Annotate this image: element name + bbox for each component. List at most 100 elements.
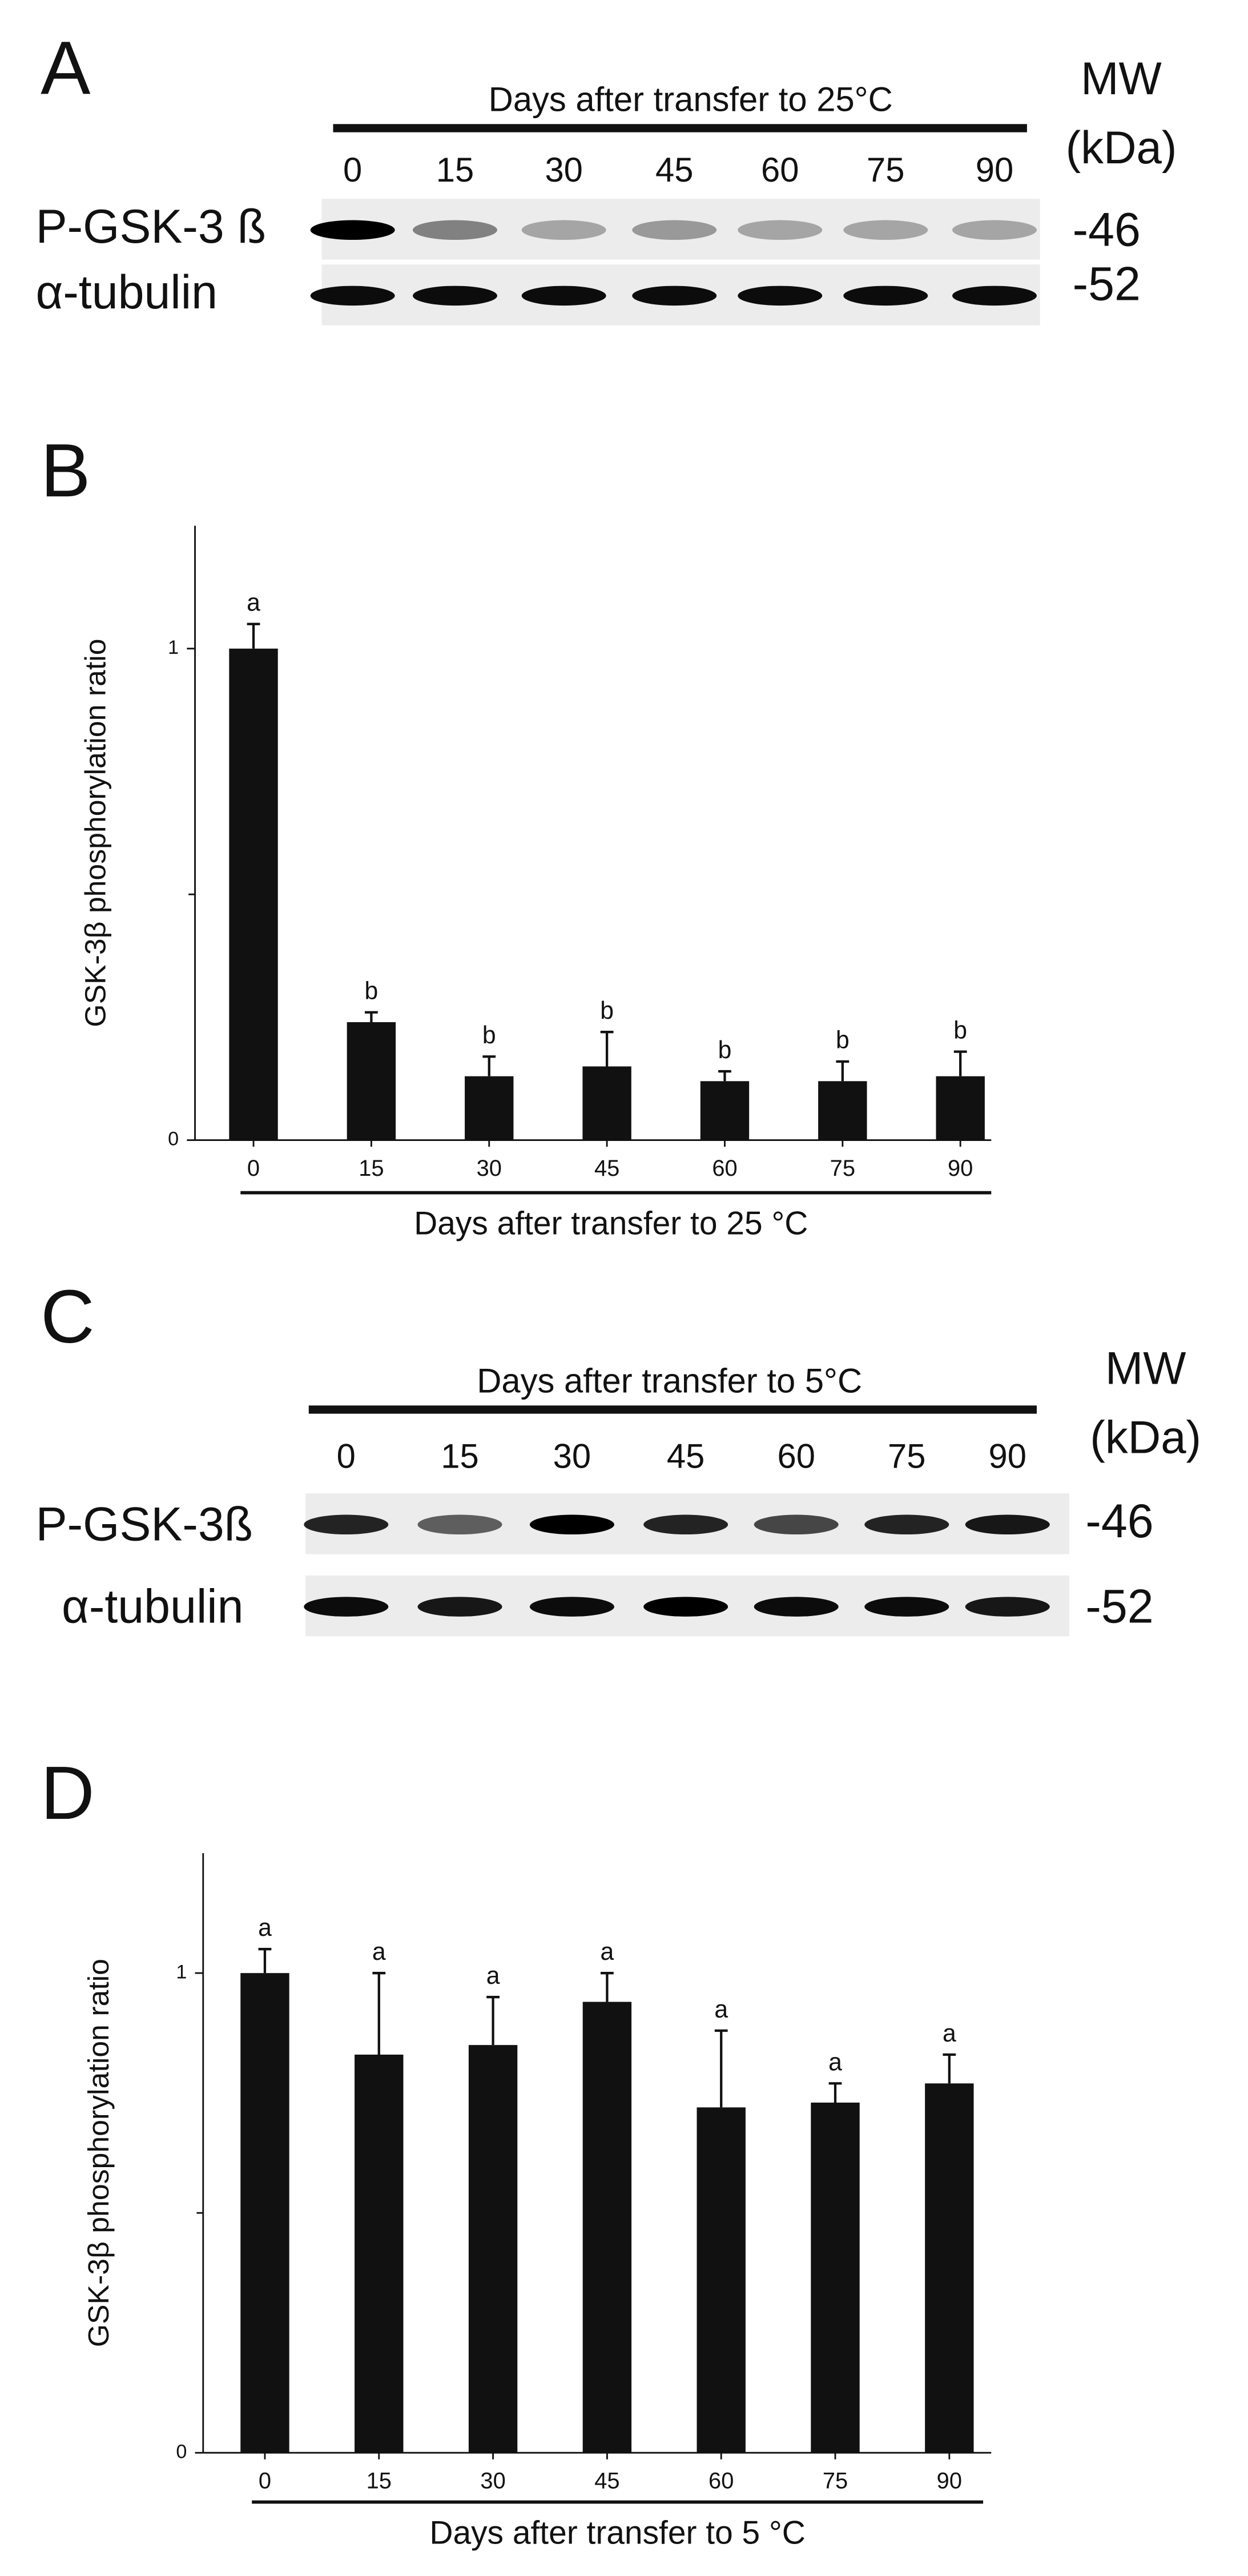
lane-label: 60 (761, 151, 799, 189)
mw-label: -46 (1073, 203, 1141, 256)
significance-label: a (943, 2020, 956, 2047)
y-tick-label: 1 (176, 1961, 187, 1983)
x-tick-label: 75 (830, 1156, 855, 1181)
significance-label: b (365, 977, 379, 1004)
blot-band (412, 286, 497, 306)
blot-band (864, 1514, 949, 1535)
blot-band (643, 1514, 728, 1535)
row-label: α-tubulin (36, 265, 218, 318)
significance-label: a (247, 589, 260, 616)
blot-band (965, 1514, 1050, 1535)
lane-label: 0 (337, 1437, 356, 1475)
blot-band (304, 1597, 389, 1617)
blot-band (632, 220, 717, 240)
significance-label: a (714, 1996, 728, 2023)
blot-band (521, 286, 606, 306)
panel-label: D (41, 1751, 95, 1835)
lane-label: 60 (777, 1437, 815, 1475)
x-tick-label: 60 (708, 2468, 734, 2493)
significance-label: a (258, 1914, 272, 1942)
blot-band (310, 220, 395, 240)
blot-band (417, 1597, 502, 1617)
x-tick-label: 15 (359, 1156, 384, 1181)
bar (355, 2054, 404, 2453)
blot-band (643, 1597, 728, 1617)
y-axis-label: GSK-3β phosphorylation ratio (82, 1959, 115, 2347)
blot-band (310, 286, 395, 306)
blot-band (843, 220, 928, 240)
y-tick-label: 0 (168, 1128, 179, 1150)
panel-label: A (41, 26, 91, 110)
significance-label: b (482, 1022, 496, 1049)
significance-label: a (486, 1962, 500, 1990)
bar (468, 2045, 518, 2453)
blot-title: Days after transfer to 25°C (489, 80, 893, 118)
mw-label: -46 (1085, 1494, 1153, 1547)
mw-label: -52 (1073, 257, 1141, 310)
bar (465, 1076, 514, 1140)
mw-header: MW (1081, 53, 1162, 104)
lane-label: 45 (667, 1437, 704, 1475)
y-tick-label: 0 (176, 2441, 187, 2462)
x-axis-label: Days after transfer to 25 °C (414, 1205, 808, 1241)
bar (582, 2002, 632, 2453)
blot-band (952, 220, 1037, 240)
x-tick-label: 45 (594, 2468, 619, 2493)
blot-title: Days after transfer to 5°C (477, 1361, 862, 1400)
x-tick-label: 0 (247, 1156, 260, 1181)
blot-band (864, 1597, 949, 1617)
bar (582, 1066, 631, 1140)
lane-label: 15 (441, 1437, 478, 1475)
bar (240, 1973, 289, 2453)
x-tick-label: 60 (712, 1156, 737, 1181)
lane-label: 0 (343, 151, 362, 189)
bar (697, 2107, 746, 2453)
blot-band (521, 220, 606, 240)
lane-label: 75 (888, 1437, 925, 1475)
blot-band (529, 1514, 614, 1535)
blot-band (632, 286, 717, 306)
panel-label: B (41, 428, 90, 513)
x-tick-label: 30 (480, 2468, 505, 2493)
blot-band (843, 286, 928, 306)
mw-label: -52 (1085, 1580, 1153, 1633)
significance-label: b (600, 997, 614, 1024)
bar (925, 2083, 974, 2453)
x-tick-label: 90 (937, 2468, 962, 2493)
blot-band (965, 1597, 1050, 1617)
mw-header: (kDa) (1066, 122, 1177, 173)
y-tick-label: 1 (168, 637, 179, 658)
x-tick-label: 45 (594, 1156, 619, 1181)
bar (347, 1022, 396, 1140)
blot-strip (321, 199, 1040, 260)
blot-band (754, 1514, 839, 1535)
blot-band (304, 1514, 389, 1535)
row-label: α-tubulin (62, 1580, 243, 1633)
lane-label: 15 (436, 151, 474, 189)
bar (936, 1076, 985, 1140)
lane-label: 90 (989, 1437, 1026, 1475)
significance-label: b (836, 1027, 850, 1054)
significance-label: a (372, 1938, 386, 1966)
x-tick-label: 30 (477, 1156, 502, 1181)
blot-band (754, 1597, 839, 1617)
blot-band (529, 1597, 614, 1617)
blot-band (412, 220, 497, 240)
x-tick-label: 0 (259, 2468, 271, 2493)
row-label: P-GSK-3 ß (36, 199, 267, 252)
x-tick-label: 15 (367, 2468, 392, 2493)
bar (229, 648, 278, 1140)
significance-label: a (828, 2048, 842, 2076)
lane-label: 75 (867, 151, 904, 189)
x-tick-label: 75 (823, 2468, 848, 2493)
mw-header: (kDa) (1090, 1411, 1201, 1462)
blot-band (738, 220, 823, 240)
blot-band (952, 286, 1037, 306)
lane-label: 30 (553, 1437, 591, 1475)
x-axis-label: Days after transfer to 5 °C (429, 2514, 806, 2551)
blot-band (738, 286, 823, 306)
y-axis-label: GSK-3β phosphorylation ratio (79, 638, 112, 1027)
x-tick-label: 90 (948, 1156, 973, 1181)
